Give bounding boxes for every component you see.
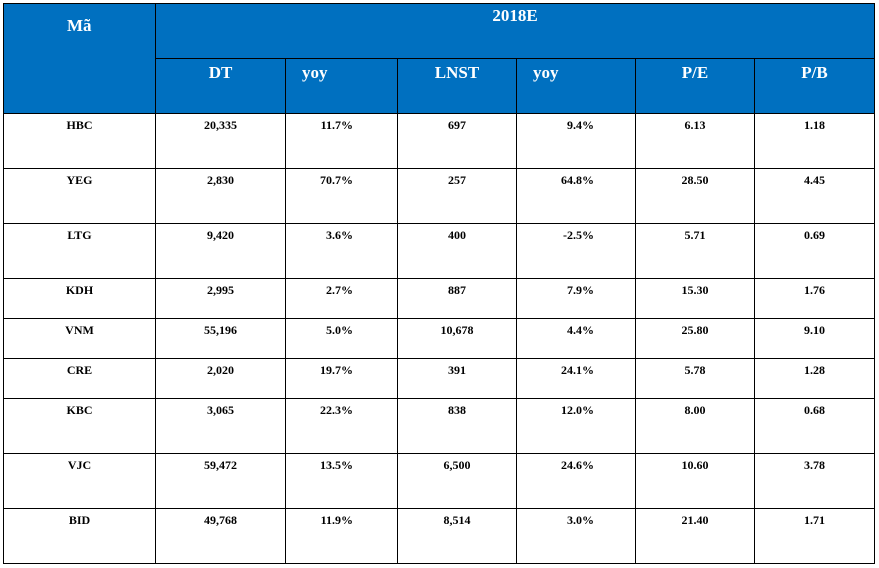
cell-pb: 3.78 [753, 453, 876, 509]
cell-dt-yoy: 11.7% [285, 113, 398, 169]
cell-pe: 15.30 [635, 278, 755, 319]
cell-lnst: 391 [397, 358, 517, 399]
cell-pb: 1.18 [753, 113, 876, 169]
header-row-columns: DT yoy LNST yoy P/E P/B [4, 58, 876, 114]
cell-dt-yoy: 22.3% [285, 398, 398, 454]
cell-lnst: 257 [397, 168, 517, 224]
cell-dt-yoy: 19.7% [285, 358, 398, 399]
table-row: VJC 59,472 13.5% 6,500 24.6% 10.60 3.78 [3, 453, 876, 509]
cell-pb: 0.69 [753, 223, 876, 279]
cell-code: BID [3, 508, 156, 564]
cell-lnst-yoy: 64.8% [516, 168, 636, 224]
cell-dt: 9,420 [155, 223, 286, 279]
cell-pe: 5.78 [635, 358, 755, 399]
cell-lnst-yoy: 4.4% [516, 318, 636, 359]
cell-code: HBC [3, 113, 156, 169]
year-header: 2018E [154, 3, 876, 59]
cell-code: KDH [3, 278, 156, 319]
cell-pb: 1.76 [753, 278, 876, 319]
table-row: YEG 2,830 70.7% 257 64.8% 28.50 4.45 [3, 168, 876, 224]
table-row: BID 49,768 11.9% 8,514 3.0% 21.40 1.71 [3, 508, 876, 564]
cell-lnst: 697 [397, 113, 517, 169]
cell-pb: 9.10 [753, 318, 876, 359]
table-row: LTG 9,420 3.6% 400 -2.5% 5.71 0.69 [3, 223, 876, 279]
cell-lnst: 887 [397, 278, 517, 319]
valuation-table: Mã 2018E DT yoy LNST yoy P/E P/B HBC 20,… [3, 3, 876, 564]
cell-dt: 2,020 [155, 358, 286, 399]
column-header-pb: P/B [753, 58, 876, 114]
cell-pe: 8.00 [635, 398, 755, 454]
cell-lnst: 8,514 [397, 508, 517, 564]
cell-lnst-yoy: -2.5% [516, 223, 636, 279]
cell-code: KBC [3, 398, 156, 454]
cell-code: CRE [3, 358, 156, 399]
cell-lnst: 400 [397, 223, 517, 279]
header-row-top: Mã 2018E [3, 3, 876, 114]
cell-code: YEG [3, 168, 156, 224]
cell-dt-yoy: 11.9% [285, 508, 398, 564]
cell-lnst-yoy: 7.9% [516, 278, 636, 319]
cell-lnst-yoy: 24.1% [516, 358, 636, 399]
cell-lnst-yoy: 9.4% [516, 113, 636, 169]
cell-lnst-yoy: 12.0% [516, 398, 636, 454]
cell-lnst: 6,500 [397, 453, 517, 509]
column-header-lnst-yoy: yoy [516, 58, 636, 114]
cell-lnst-yoy: 24.6% [516, 453, 636, 509]
cell-code: VNM [3, 318, 156, 359]
code-column-header: Mã [3, 3, 156, 114]
cell-pe: 10.60 [635, 453, 755, 509]
table-row: KBC 3,065 22.3% 838 12.0% 8.00 0.68 [3, 398, 876, 454]
cell-dt-yoy: 3.6% [285, 223, 398, 279]
cell-dt-yoy: 2.7% [285, 278, 398, 319]
cell-pe: 5.71 [635, 223, 755, 279]
cell-pe: 28.50 [635, 168, 755, 224]
cell-lnst-yoy: 3.0% [516, 508, 636, 564]
cell-dt: 3,065 [155, 398, 286, 454]
table-row: HBC 20,335 11.7% 697 9.4% 6.13 1.18 [3, 113, 876, 169]
cell-dt: 2,830 [155, 168, 286, 224]
cell-pb: 4.45 [753, 168, 876, 224]
cell-dt-yoy: 70.7% [285, 168, 398, 224]
cell-code: VJC [3, 453, 156, 509]
cell-code: LTG [3, 223, 156, 279]
cell-dt: 59,472 [155, 453, 286, 509]
cell-lnst: 838 [397, 398, 517, 454]
column-header-pe: P/E [635, 58, 755, 114]
cell-pb: 1.28 [753, 358, 876, 399]
cell-pe: 21.40 [635, 508, 755, 564]
table-row: KDH 2,995 2.7% 887 7.9% 15.30 1.76 [3, 278, 876, 319]
column-header-dt: DT [155, 58, 286, 114]
cell-dt: 20,335 [155, 113, 286, 169]
cell-dt-yoy: 13.5% [285, 453, 398, 509]
cell-pb: 1.71 [753, 508, 876, 564]
table-row: CRE 2,020 19.7% 391 24.1% 5.78 1.28 [3, 358, 876, 399]
cell-pb: 0.68 [753, 398, 876, 454]
cell-dt: 2,995 [155, 278, 286, 319]
cell-dt-yoy: 5.0% [285, 318, 398, 359]
cell-dt: 55,196 [155, 318, 286, 359]
table-row: VNM 55,196 5.0% 10,678 4.4% 25.80 9.10 [3, 318, 876, 359]
column-header-dt-yoy: yoy [285, 58, 398, 114]
cell-pe: 25.80 [635, 318, 755, 359]
cell-lnst: 10,678 [397, 318, 517, 359]
column-header-lnst: LNST [397, 58, 517, 114]
cell-pe: 6.13 [635, 113, 755, 169]
cell-dt: 49,768 [155, 508, 286, 564]
